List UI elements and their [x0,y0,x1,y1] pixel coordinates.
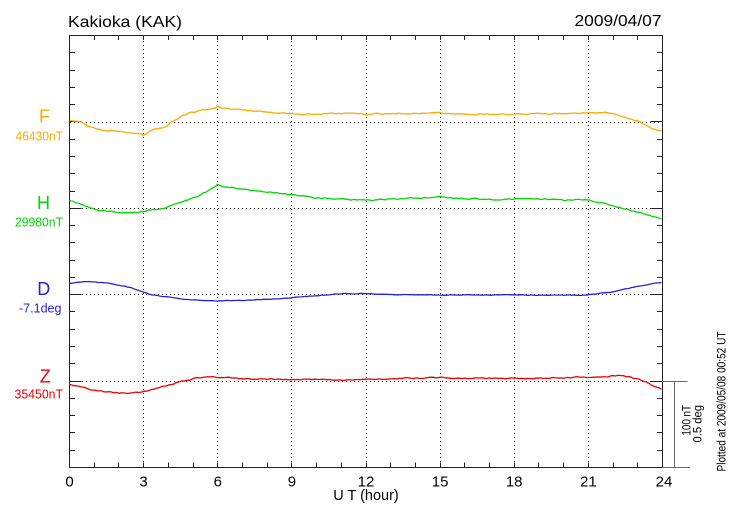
svg-text:Plotted at 2009/05/08 00:52 UT: Plotted at 2009/05/08 00:52 UT [717,332,729,472]
svg-text:29980nT: 29980nT [15,215,63,230]
svg-text:-7.1deg: -7.1deg [19,301,62,316]
svg-text:F: F [39,106,50,126]
svg-text:46430nT: 46430nT [16,128,64,143]
svg-text:21: 21 [580,474,597,491]
svg-text:0.5 deg: 0.5 deg [693,405,705,443]
svg-text:D: D [37,279,50,299]
svg-text:12: 12 [358,474,375,491]
svg-text:100 nT: 100 nT [682,405,694,436]
svg-text:18: 18 [506,474,523,491]
svg-text:35450nT: 35450nT [15,386,64,401]
svg-text:Kakioka (KAK): Kakioka (KAK) [68,14,182,31]
svg-text:Z: Z [40,366,51,386]
svg-text:6: 6 [214,474,222,491]
svg-text:0: 0 [65,474,73,491]
svg-text:U T (hour): U T (hour) [333,487,399,504]
svg-text:3: 3 [139,474,147,491]
svg-text:15: 15 [432,474,449,491]
svg-text:9: 9 [288,474,296,491]
svg-text:24: 24 [656,474,673,491]
svg-text:2009/04/07: 2009/04/07 [575,13,662,30]
svg-text:H: H [37,193,50,213]
